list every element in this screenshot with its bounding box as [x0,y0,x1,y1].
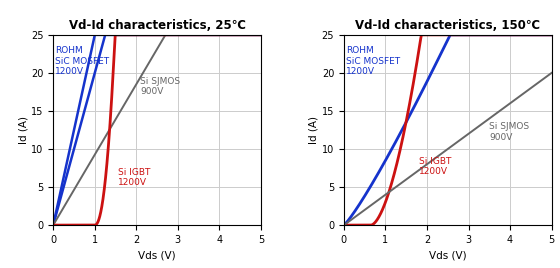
Title: Vd-Id characteristics, 25℃: Vd-Id characteristics, 25℃ [68,19,245,32]
Y-axis label: Id (A): Id (A) [309,116,319,144]
Text: Si SJMOS
900V: Si SJMOS 900V [141,77,180,96]
Title: Vd-Id characteristics, 150℃: Vd-Id characteristics, 150℃ [355,19,540,32]
X-axis label: Vds (V): Vds (V) [138,250,176,260]
Text: ROHM
SiC MOSFET
1200V: ROHM SiC MOSFET 1200V [346,46,400,76]
Text: Si IGBT
1200V: Si IGBT 1200V [118,168,150,187]
Y-axis label: Id (A): Id (A) [18,116,28,144]
Text: Si IGBT
1200V: Si IGBT 1200V [419,157,451,176]
Text: ROHM
SiC MOSFET
1200V: ROHM SiC MOSFET 1200V [55,46,109,76]
X-axis label: Vds (V): Vds (V) [429,250,466,260]
Text: Si SJMOS
900V: Si SJMOS 900V [489,122,529,142]
